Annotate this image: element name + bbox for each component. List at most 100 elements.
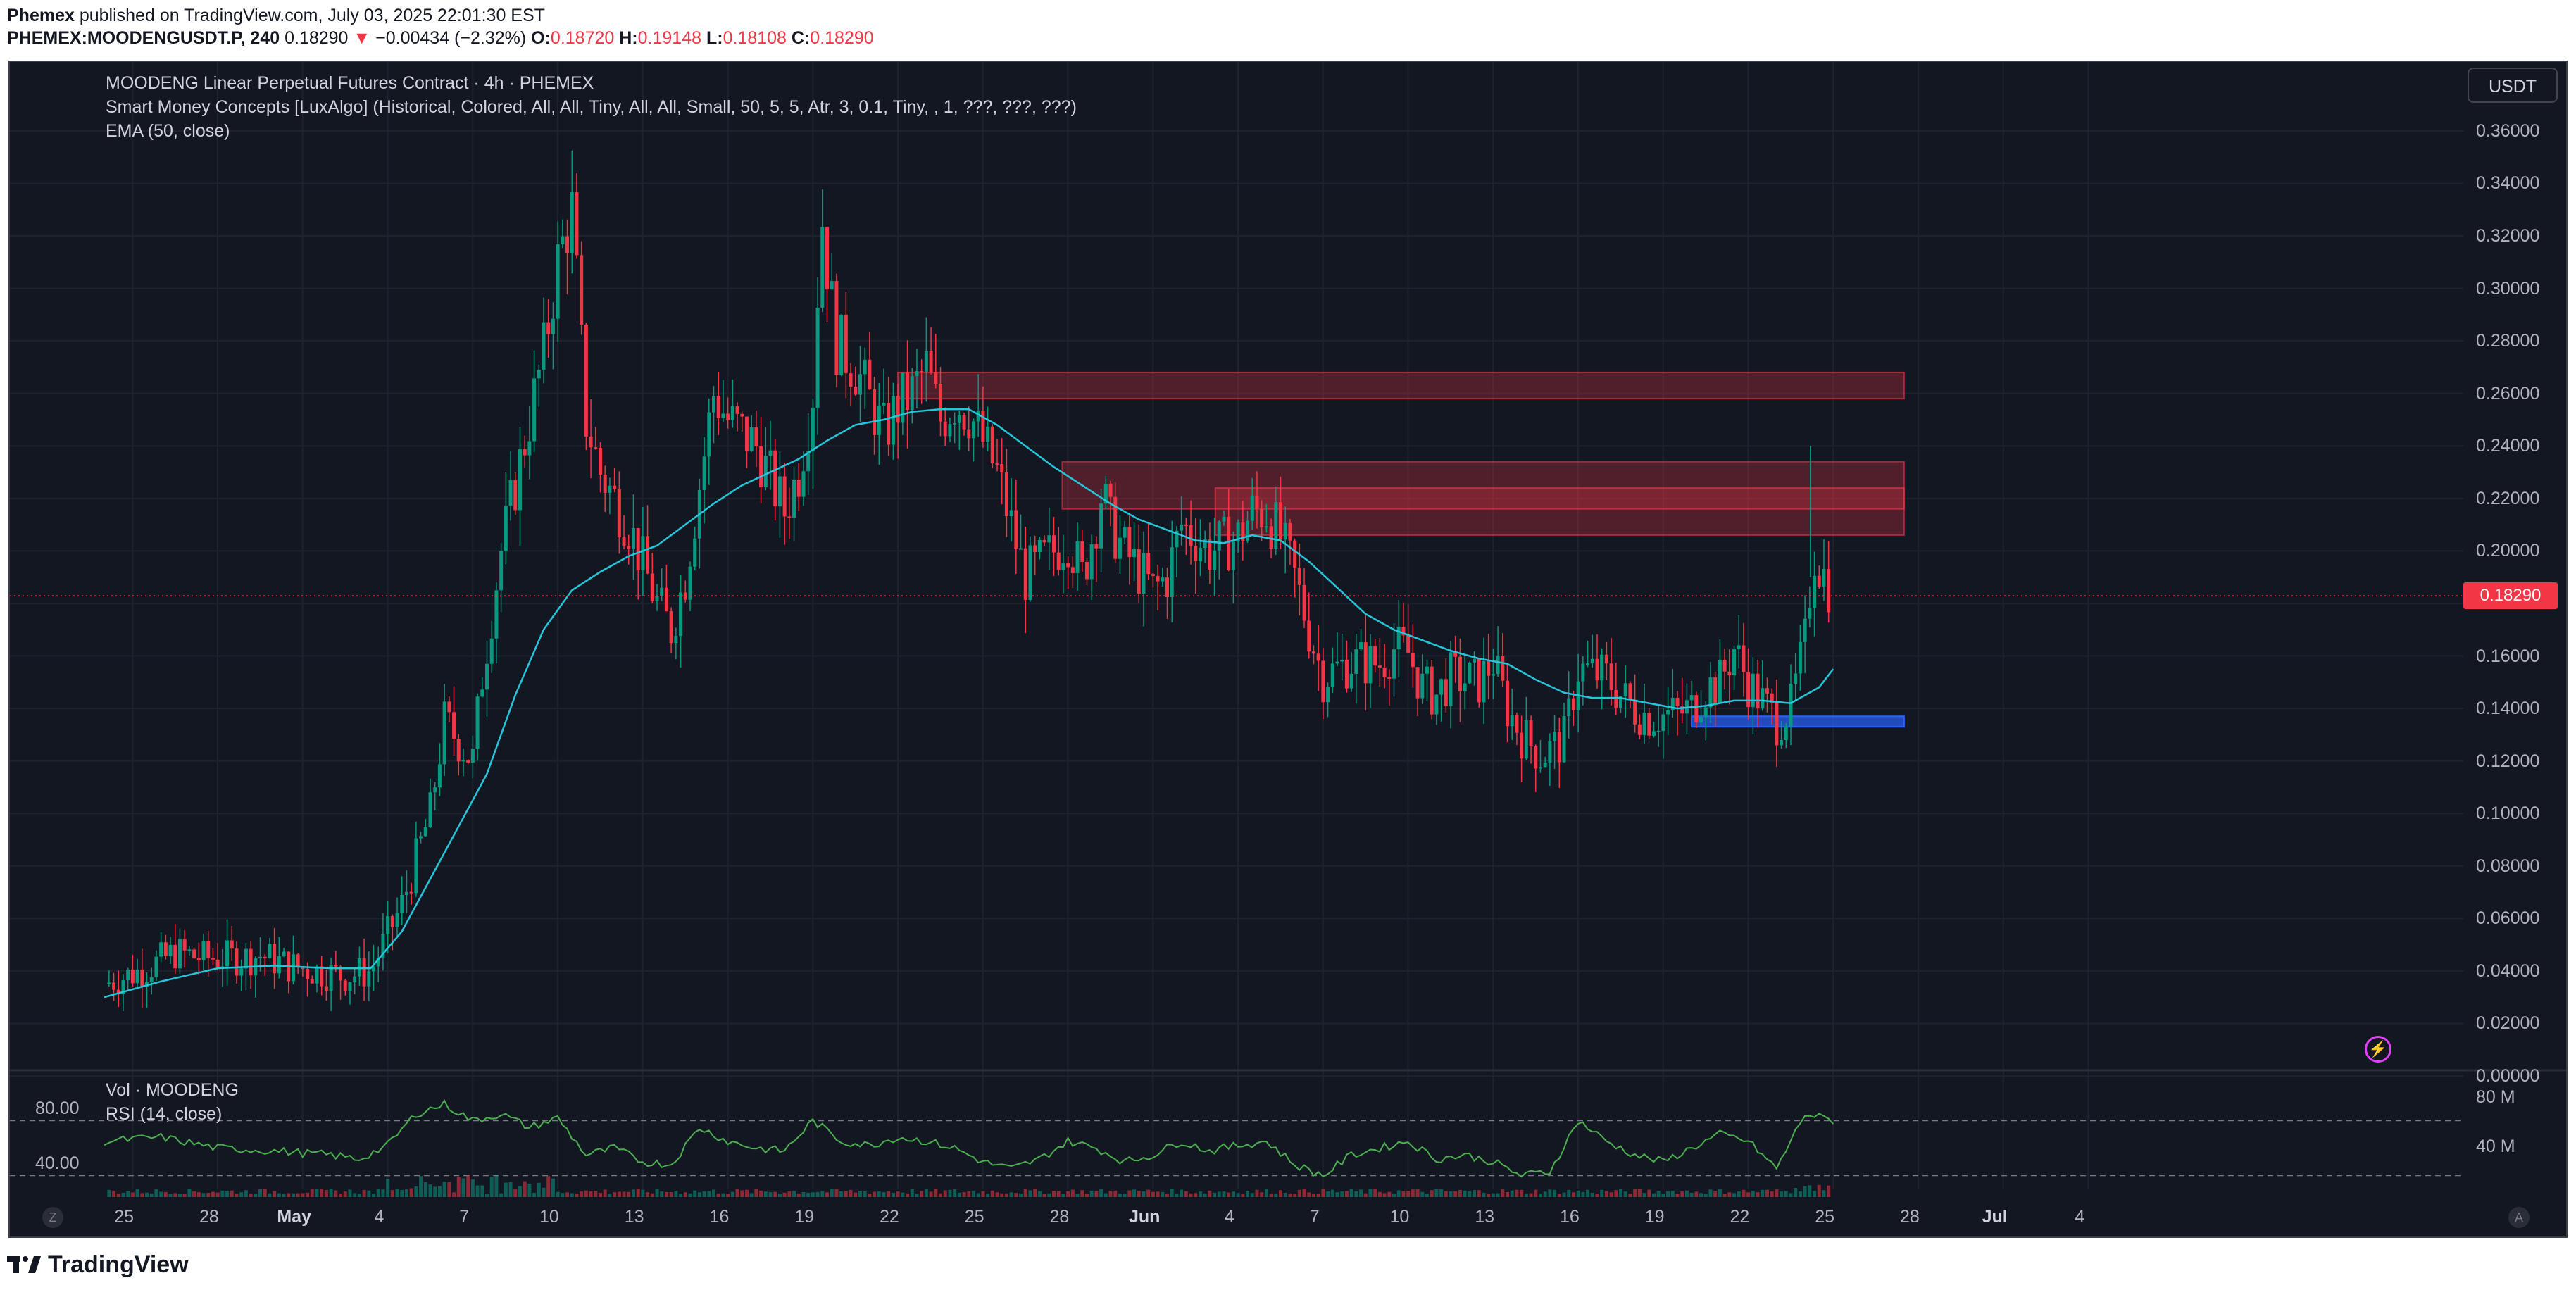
candle-bull: [480, 689, 484, 697]
candle-bear: [1260, 508, 1264, 527]
rsi-indicator-legend[interactable]: RSI (14, close): [106, 1104, 223, 1124]
candle-bull: [882, 403, 886, 406]
candle-bear: [1316, 653, 1320, 661]
candle-bull: [1250, 495, 1254, 521]
volume-bar: [523, 1181, 527, 1197]
candle-bull: [168, 944, 173, 956]
volume-bar: [1727, 1192, 1732, 1197]
candle-bull: [376, 958, 380, 967]
volume-bar: [584, 1190, 588, 1197]
demand-zone: [1691, 715, 1905, 728]
candle-bear: [683, 592, 687, 600]
candle-bull: [1491, 674, 1495, 676]
volume-bar: [159, 1191, 163, 1197]
volume-bar: [1194, 1193, 1198, 1197]
volume-bar: [466, 1175, 470, 1197]
candle-bull: [1553, 731, 1557, 741]
price-axis-label: 0.22000: [2476, 488, 2540, 508]
volume-bar: [1377, 1191, 1382, 1197]
candle-bull: [1651, 731, 1656, 736]
candle-bull: [367, 971, 371, 987]
candle-bull: [126, 969, 130, 981]
volume-bar: [348, 1189, 352, 1197]
volume-bar: [1562, 1192, 1566, 1197]
currency-button[interactable]: USDT: [2468, 68, 2558, 103]
candle-bull: [154, 956, 158, 977]
candle-bear: [1080, 541, 1084, 562]
volume-bar: [1316, 1194, 1320, 1197]
candle-bear: [1288, 522, 1292, 541]
volume-bar: [1817, 1184, 1821, 1197]
candle-bull: [372, 966, 376, 972]
candle-bear: [584, 325, 588, 437]
last-price: 0.18290: [285, 28, 349, 48]
open-value: 0.18720: [550, 28, 615, 48]
volume-bar: [915, 1194, 919, 1197]
publisher-name[interactable]: Phemex: [7, 6, 75, 25]
volume-bar: [1548, 1189, 1552, 1197]
volume-bar: [976, 1193, 980, 1197]
volume-bar: [1761, 1189, 1765, 1197]
candle-bull: [1732, 649, 1737, 676]
candle-bull: [556, 244, 560, 319]
change-down-icon: ▼: [353, 28, 371, 48]
candle-bear: [1401, 627, 1406, 636]
candle-bear: [466, 760, 470, 763]
volume-indicator-legend[interactable]: Vol · MOODENG: [106, 1080, 239, 1100]
volume-bar: [953, 1189, 957, 1197]
candle-bull: [527, 441, 532, 456]
volume-bar: [504, 1182, 508, 1197]
volume-bar: [1444, 1191, 1448, 1197]
flash-alert-icon[interactable]: ⚡: [2365, 1036, 2391, 1063]
current-price-tag: 0.18290: [2463, 582, 2558, 610]
volume-bar: [1473, 1189, 1477, 1197]
volume-bar: [1198, 1191, 1202, 1197]
volume-bar: [1538, 1194, 1542, 1197]
candle-bull: [201, 941, 206, 960]
candle-bull: [1751, 673, 1755, 708]
symbol-legend[interactable]: MOODENG Linear Perpetual Futures Contrac…: [106, 73, 594, 93]
volume-bar: [1009, 1192, 1013, 1197]
volume-bar: [1808, 1185, 1812, 1197]
candle-bull: [1600, 654, 1604, 681]
candle-bear: [617, 489, 621, 538]
volume-bar: [580, 1191, 584, 1197]
volume-bar: [702, 1191, 706, 1197]
candle-bear: [1297, 568, 1301, 585]
tradingview-logo[interactable]: TradingView: [7, 1251, 189, 1279]
volume-bar: [608, 1193, 612, 1197]
auto-scale-button[interactable]: A: [2508, 1207, 2530, 1228]
volume-bar: [1411, 1189, 1415, 1197]
candle-bull: [641, 536, 645, 571]
volume-bar: [258, 1189, 263, 1197]
candle-bull: [1180, 524, 1184, 531]
volume-bar: [1161, 1191, 1165, 1197]
candle-bull: [1283, 522, 1287, 540]
candle-bull: [1718, 660, 1722, 703]
volume-bar: [849, 1189, 853, 1197]
timezone-button[interactable]: Z: [42, 1207, 63, 1228]
candle-bear: [735, 406, 739, 414]
candle-bull: [357, 958, 361, 977]
candle-bull: [1543, 763, 1547, 768]
volume-bar: [839, 1191, 844, 1197]
volume-bar: [1463, 1190, 1467, 1197]
volume-bar: [641, 1189, 645, 1197]
volume-bar: [1217, 1191, 1221, 1197]
smc-indicator-legend[interactable]: Smart Money Concepts [LuxAlgo] (Historic…: [106, 97, 1077, 117]
volume-bar: [324, 1190, 328, 1197]
volume-bar: [1803, 1186, 1807, 1197]
volume-bar: [494, 1175, 499, 1197]
price-chart[interactable]: [10, 62, 2568, 1238]
volume-bar: [570, 1193, 574, 1197]
candle-bull: [820, 227, 825, 308]
volume-bar: [282, 1194, 286, 1197]
candle-bear: [1817, 575, 1821, 587]
candle-bull: [485, 663, 489, 690]
candle-bull: [858, 374, 862, 395]
ema-indicator-legend[interactable]: EMA (50, close): [106, 121, 230, 141]
candle-bear: [249, 948, 253, 976]
candle-bear: [599, 448, 603, 475]
chart-frame[interactable]: MOODENG Linear Perpetual Futures Contrac…: [8, 61, 2568, 1238]
volume-bar: [1487, 1194, 1491, 1197]
